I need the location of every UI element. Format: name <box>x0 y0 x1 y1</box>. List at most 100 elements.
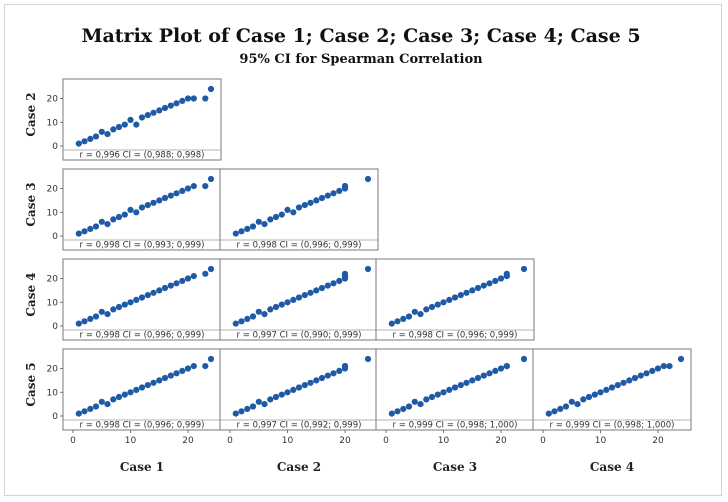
data-point <box>330 280 337 287</box>
x-tick-label: 0 <box>540 436 546 446</box>
data-point <box>574 401 581 408</box>
y-tick-label: 20 <box>47 95 59 105</box>
x-tick-label: 0 <box>70 436 76 446</box>
data-point <box>173 100 180 107</box>
data-point <box>608 384 616 391</box>
x-tick-label: 20 <box>495 436 507 446</box>
data-point <box>284 299 291 306</box>
data-point <box>244 315 251 322</box>
data-point <box>388 410 395 417</box>
data-point <box>341 363 349 370</box>
data-point <box>244 405 251 412</box>
data-point <box>98 128 105 135</box>
data-point <box>150 289 157 296</box>
x-tick-label: 0 <box>227 436 233 446</box>
panel-case1-case2: r = 0,996 CI = (0,988; 0,998) 0 10 20 <box>47 78 222 161</box>
x-tick-label: 20 <box>339 436 351 446</box>
data-point <box>486 280 493 287</box>
data-point <box>167 372 174 379</box>
y-tick-label: 20 <box>47 185 59 195</box>
data-point <box>179 367 186 374</box>
data-point <box>127 299 134 306</box>
data-point <box>474 374 482 382</box>
panel-case3-case5: r = 0,999 CI = (0,998; 1,000) 0 10 20 <box>375 348 535 446</box>
y-tick-label: 20 <box>47 275 59 285</box>
data-point <box>150 379 157 386</box>
x-tick-label: 10 <box>125 436 137 446</box>
data-point <box>104 221 111 228</box>
data-point <box>238 318 245 325</box>
data-point <box>497 275 505 282</box>
x-tick-label: 20 <box>182 436 194 446</box>
data-point <box>267 396 274 403</box>
data-point <box>313 197 320 204</box>
panel-case2-case4: r = 0,997 CI = (0,990; 0,999) <box>219 258 379 341</box>
data-point <box>301 202 308 209</box>
data-point <box>446 296 453 303</box>
data-point <box>179 187 186 194</box>
data-point <box>202 270 209 277</box>
data-point <box>173 370 180 377</box>
data-point <box>446 386 453 393</box>
data-point <box>150 109 157 116</box>
data-point <box>307 199 314 206</box>
data-point <box>87 225 94 232</box>
data-point <box>301 292 308 299</box>
data-point <box>434 301 441 308</box>
data-point <box>184 185 192 192</box>
y-tick-label: 10 <box>47 118 59 128</box>
data-point <box>232 320 239 327</box>
data-point <box>207 355 215 363</box>
data-point <box>474 284 482 292</box>
data-point <box>249 223 257 230</box>
y-tick-label: 10 <box>47 208 59 218</box>
data-point <box>98 308 105 315</box>
data-point <box>620 379 627 386</box>
data-point <box>81 408 88 415</box>
data-point <box>411 398 418 405</box>
data-point <box>284 389 291 396</box>
data-point <box>457 382 464 389</box>
data-point <box>580 396 587 403</box>
data-point <box>451 384 459 391</box>
data-point <box>161 374 169 382</box>
data-point <box>81 138 88 145</box>
correlation-label: r = 0,997 CI = (0,990; 0,999) <box>237 331 362 341</box>
data-point <box>255 398 262 405</box>
data-point <box>138 204 146 211</box>
data-point <box>167 192 174 199</box>
data-point <box>423 306 430 313</box>
data-point <box>336 187 343 194</box>
data-point <box>463 379 470 386</box>
data-point <box>92 313 100 320</box>
data-point <box>179 277 186 284</box>
data-point <box>324 282 331 289</box>
matrix-plot: Matrix Plot of Case 1; Case 2; Case 3; C… <box>24 25 692 474</box>
data-point <box>133 296 140 303</box>
row-label-case2: Case 2 <box>24 92 38 136</box>
data-point <box>207 265 215 273</box>
panel-case1-case5: r = 0,998 CI = (0,996; 0,999) 0 10 20 0 10 20 <box>47 348 222 446</box>
data-point <box>649 367 656 374</box>
data-point <box>318 194 326 202</box>
data-point <box>313 377 320 384</box>
data-point <box>138 114 146 121</box>
data-point <box>249 313 257 320</box>
correlation-label: r = 0,996 CI = (0,988; 0,998) <box>80 151 205 161</box>
data-point <box>104 311 111 318</box>
data-point <box>184 275 192 282</box>
data-point <box>173 190 180 197</box>
data-point <box>637 372 644 379</box>
data-point <box>324 192 331 199</box>
data-point <box>364 265 372 273</box>
column-label-case1: Case 1 <box>120 460 164 474</box>
data-point <box>388 320 395 327</box>
data-point <box>295 294 303 301</box>
data-point <box>92 223 100 230</box>
data-point <box>190 363 197 370</box>
data-point <box>585 393 593 401</box>
data-point <box>138 294 146 301</box>
data-point <box>643 370 650 377</box>
panel-case1-case3: r = 0,998 CI = (0,993; 0,999) 0 10 20 <box>47 168 222 251</box>
data-point <box>405 313 413 320</box>
